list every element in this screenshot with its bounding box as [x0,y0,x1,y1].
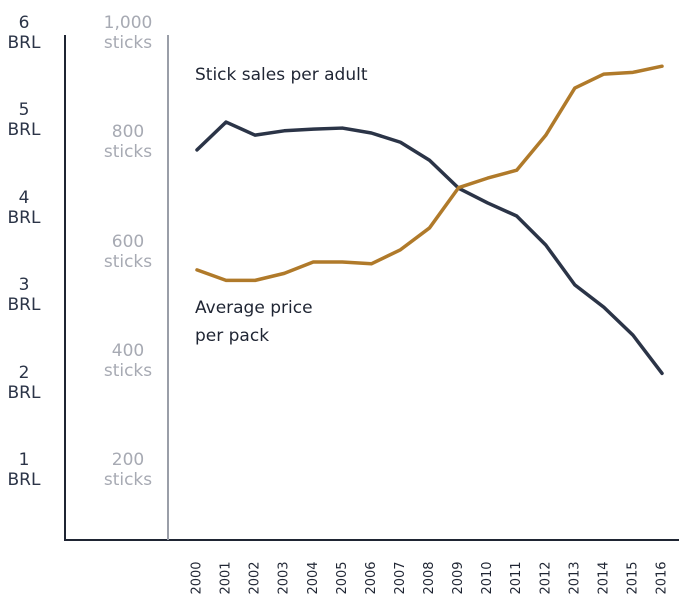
y-tick-label: 5 BRL [7,100,41,141]
series-line [195,64,664,283]
y-tick-label: 1 BRL [7,450,41,491]
x-tick-label: 2000 [190,561,205,594]
series-label: Stick sales per adult [195,65,368,85]
x-tick-label: 2016 [655,561,670,594]
x-tick-label: 2012 [538,561,553,594]
x-tick-label: 2004 [306,561,321,594]
x-tick-label: 2011 [509,561,524,594]
x-tick-label: 2003 [277,561,292,594]
y-tick-label: 6 BRL [7,13,41,53]
y2-tick-label: 400 sticks [103,340,153,381]
series-line [195,120,664,376]
y2-tick-label: 600 sticks [103,231,153,272]
y-tick-label: 3 BRL [7,275,41,316]
x-tick-label: 2008 [422,561,437,594]
y2-tick-label: 1,000 sticks [103,13,153,53]
x-tick-label: 2014 [596,561,611,594]
x-tick-label: 2015 [625,561,640,594]
x-tick-label: 2001 [219,561,234,594]
series-label: Average price per pack [195,298,313,346]
y-tick-label: 4 BRL [7,187,41,228]
y-tick-label: 2 BRL [7,362,41,403]
x-tick-label: 2013 [567,561,582,594]
y2-tick-label: 800 sticks [103,122,153,163]
x-tick-label: 2006 [364,561,379,594]
y2-tick-label: 200 sticks [103,450,153,491]
x-tick-label: 2005 [335,561,350,594]
x-tick-label: 2007 [393,561,408,594]
x-tick-label: 2010 [480,561,495,594]
x-tick-label: 2009 [451,561,466,594]
x-tick-label: 2002 [248,561,263,594]
